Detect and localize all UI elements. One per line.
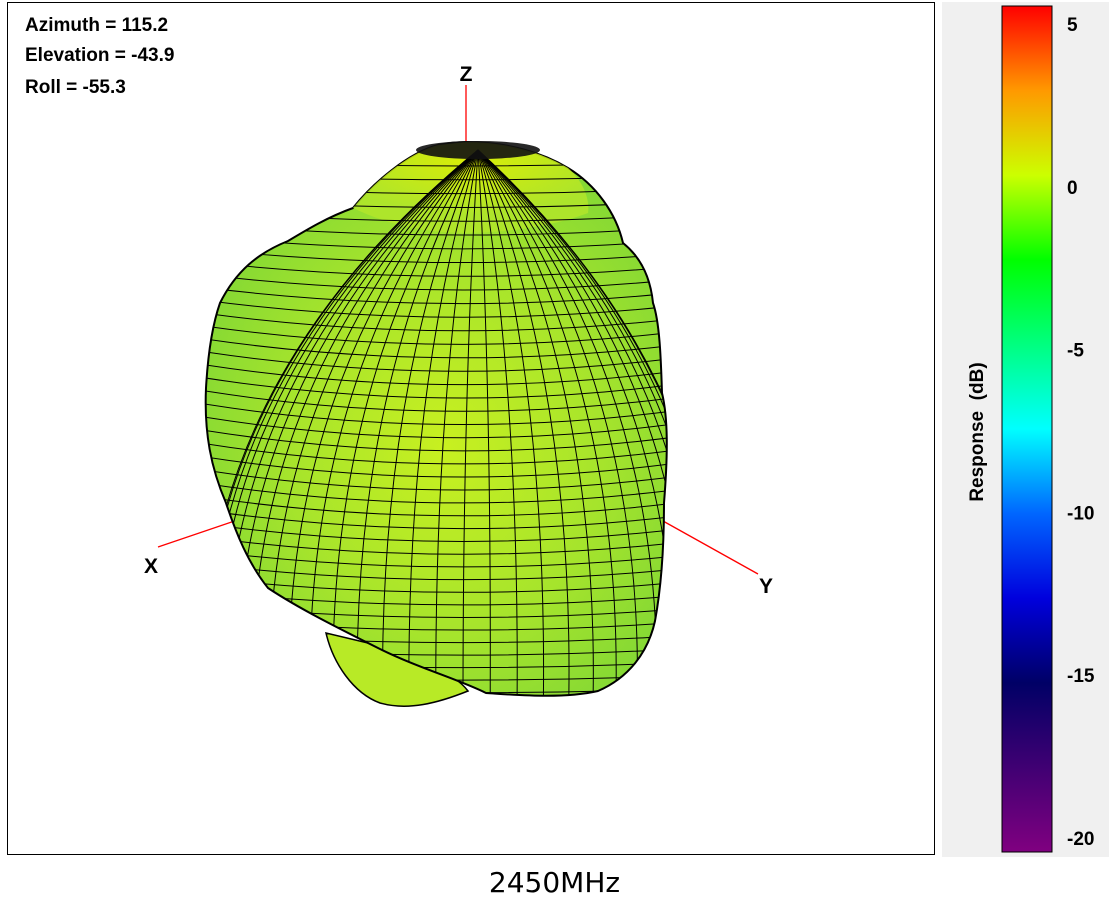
z-axis-label: Z — [460, 63, 473, 86]
colorbar-gradient — [1001, 5, 1053, 853]
radiation-pattern-3d[interactable]: Z X Y — [8, 3, 934, 854]
pattern-surface[interactable] — [204, 140, 668, 697]
roll-readout: Roll = -55.3 — [25, 77, 126, 98]
mesh-latitude-line — [205, 536, 667, 555]
mesh-meridian-line — [477, 149, 667, 696]
mesh-latitude-line — [205, 351, 667, 372]
mesh-latitude-line — [205, 456, 667, 478]
mesh-meridian-line — [477, 149, 594, 696]
y-axis-label: Y — [759, 575, 773, 598]
colorbar-tick-4: -15 — [1067, 666, 1095, 687]
plot-area[interactable]: Z X Y Azimuth = 115.2 Elevation = -43.9 … — [7, 2, 935, 855]
mesh-latitude-line — [205, 390, 667, 412]
mesh-latitude-line — [205, 523, 667, 542]
mesh-latitude-line — [205, 312, 667, 332]
colorbar-tick-3: -10 — [1067, 503, 1094, 524]
mesh-latitude-line — [205, 299, 667, 318]
colorbar: 5 0 -5 -10 -15 -20 — [1001, 5, 1095, 853]
colorbar-label: Response (dB) — [967, 362, 988, 502]
mesh-latitude-line — [205, 416, 667, 439]
colorbar-panel: 5 0 -5 -10 -15 -20 — [942, 2, 1109, 857]
mesh-meridian-line — [356, 149, 479, 696]
pole-cap — [416, 141, 540, 159]
mesh-meridian-line — [477, 149, 545, 696]
mesh-meridian-line — [408, 149, 479, 696]
mesh-latitude-line — [205, 482, 667, 504]
mesh-latitude-line — [205, 325, 667, 345]
y-axis-line — [662, 520, 759, 575]
colorbar-ticks: 5 0 -5 -10 -15 -20 — [1067, 15, 1095, 850]
mesh-meridian-line — [477, 149, 638, 696]
mesh-meridian-line — [435, 149, 479, 696]
colorbar-tick-5: -20 — [1067, 829, 1094, 850]
colorbar-tick-0: 5 — [1067, 15, 1078, 36]
colorbar-tick-2: -5 — [1067, 341, 1084, 362]
mesh-meridian-line — [332, 149, 479, 696]
mesh-meridian-line — [477, 149, 667, 696]
mesh-meridian-line — [477, 149, 570, 696]
mesh-meridian-line — [477, 149, 667, 696]
mesh-latitude-line — [205, 286, 667, 305]
x-axis-label: X — [144, 555, 158, 578]
mesh-meridian-line — [477, 149, 667, 696]
mesh-meridian-line — [477, 149, 617, 696]
mesh-latitude-line — [205, 429, 667, 452]
chart-title: 2450MHz — [488, 866, 621, 899]
mesh-latitude-line — [205, 377, 667, 399]
mesh-meridian-line — [382, 149, 479, 696]
azimuth-readout: Azimuth = 115.2 — [25, 15, 169, 36]
mesh-meridian-line — [477, 149, 518, 696]
mesh-meridian-line — [477, 149, 658, 696]
elevation-readout: Elevation = -43.9 — [25, 45, 175, 66]
mesh-latitude-line — [205, 550, 667, 568]
mesh-meridian-line — [477, 149, 491, 696]
mesh-meridian-line — [477, 149, 667, 696]
colorbar-tick-1: 0 — [1067, 178, 1078, 199]
mesh-latitude-line — [205, 338, 667, 359]
mesh-latitude-line — [205, 403, 667, 425]
mesh-latitude-line — [205, 496, 667, 517]
mesh-latitude-line — [205, 509, 667, 530]
mesh-meridian-line — [477, 149, 667, 696]
mesh-meridian-line — [462, 149, 479, 696]
